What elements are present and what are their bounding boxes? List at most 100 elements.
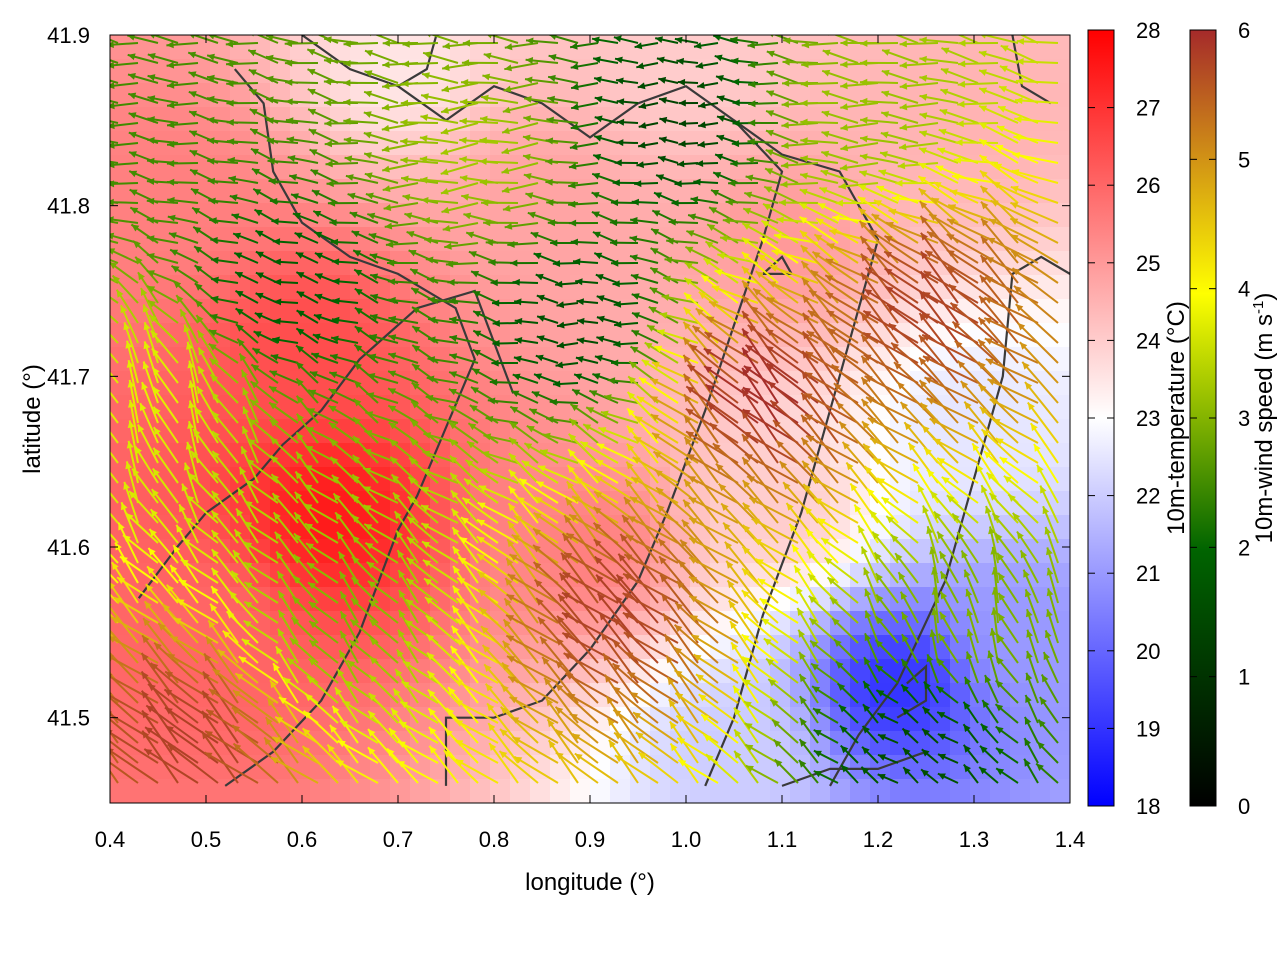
temperature-cell bbox=[950, 587, 971, 612]
temperature-cell bbox=[650, 611, 671, 636]
wind-vector bbox=[938, 128, 979, 144]
temperature-cell bbox=[230, 59, 251, 84]
temperature-cell bbox=[770, 755, 791, 780]
temperature-cell bbox=[750, 251, 771, 276]
temperature-cell bbox=[710, 563, 731, 588]
temperature-cell bbox=[1050, 251, 1070, 276]
temperature-cell bbox=[1030, 107, 1051, 132]
wind-vector bbox=[343, 60, 379, 67]
wind-vector bbox=[781, 121, 819, 129]
temperature-cell bbox=[670, 179, 691, 204]
temperature-cell bbox=[510, 779, 531, 803]
wind-vector bbox=[634, 42, 659, 50]
temperature-cell bbox=[170, 203, 191, 228]
temperature-cell bbox=[1010, 659, 1031, 684]
temperature-cell bbox=[530, 275, 551, 300]
temperature-cell bbox=[970, 707, 991, 732]
wind-vector bbox=[860, 116, 899, 124]
temperature-cell bbox=[110, 179, 131, 204]
wind-vector bbox=[591, 36, 619, 44]
temperature-cell bbox=[750, 779, 771, 803]
temperature-cell bbox=[850, 779, 871, 803]
temperature-cell bbox=[1030, 683, 1051, 708]
wind-vector bbox=[593, 76, 619, 84]
temperature-cell bbox=[110, 203, 131, 228]
wind-vector bbox=[547, 95, 579, 104]
temperature-cell bbox=[530, 779, 551, 803]
temperature-cell bbox=[450, 395, 471, 420]
temperature-cell bbox=[1030, 59, 1051, 84]
temperature-cell bbox=[630, 371, 651, 396]
temperature-cell bbox=[990, 731, 1011, 756]
temperature-cell bbox=[1010, 443, 1031, 468]
temperature-cell bbox=[250, 779, 271, 803]
terrain-contour bbox=[301, 35, 438, 88]
terrain-contour bbox=[137, 289, 515, 599]
wind-vector bbox=[400, 118, 439, 126]
wind-vector bbox=[978, 69, 1019, 84]
temperature-cell bbox=[750, 179, 771, 204]
temperature-cell bbox=[630, 443, 651, 468]
temperature-cell bbox=[430, 131, 451, 156]
wind-vector bbox=[570, 82, 599, 91]
wind-vector bbox=[594, 95, 619, 104]
wind-vector bbox=[344, 155, 379, 164]
temperature-cell bbox=[510, 227, 531, 252]
temperature-cell bbox=[970, 491, 991, 516]
temperature-cell bbox=[950, 779, 971, 803]
wind-vector bbox=[546, 116, 579, 124]
wind-vector bbox=[226, 138, 259, 145]
temperature-cell bbox=[910, 59, 931, 84]
temperature-cell bbox=[430, 203, 451, 228]
temperature-cell bbox=[250, 587, 271, 612]
temperature-cell bbox=[610, 59, 631, 84]
wind-vector bbox=[324, 140, 359, 148]
wind-vector bbox=[110, 59, 119, 64]
wind-vector bbox=[421, 72, 459, 84]
temperature-cell bbox=[430, 323, 451, 348]
colorbar-tick-label: 23 bbox=[1136, 406, 1160, 431]
terrain-contour bbox=[829, 255, 1070, 787]
temperature-cell bbox=[970, 347, 991, 372]
temperature-cell bbox=[490, 227, 511, 252]
temperature-cell bbox=[1030, 83, 1051, 108]
temperature-cell bbox=[370, 419, 391, 444]
temperature-cell bbox=[550, 131, 571, 156]
wind-vector bbox=[615, 77, 639, 85]
wind-vector bbox=[616, 139, 639, 147]
temperature-cell bbox=[570, 131, 591, 156]
wind-vector bbox=[545, 137, 579, 145]
temperature-cell bbox=[250, 515, 271, 540]
wind-vector bbox=[594, 115, 619, 124]
temperature-cell bbox=[290, 683, 311, 708]
wind-vector bbox=[919, 55, 959, 64]
wind-vector bbox=[226, 119, 259, 126]
temperature-cell bbox=[630, 107, 651, 132]
temperature-cell bbox=[550, 83, 571, 108]
temperature-cell bbox=[710, 83, 731, 108]
temperature-cell bbox=[1030, 251, 1051, 276]
x-tick-label: 1.1 bbox=[767, 827, 798, 852]
temperature-cell bbox=[610, 179, 631, 204]
temperature-cell bbox=[630, 779, 651, 803]
temperature-cell bbox=[170, 515, 191, 540]
wind-vector bbox=[659, 116, 679, 124]
temperature-cell bbox=[250, 227, 271, 252]
temperature-cell bbox=[330, 275, 351, 300]
temperature-cell bbox=[850, 491, 871, 516]
temperature-colorbar: 18 19 20 21 22 23 24 25 26 27 28 10m-temperature (… bbox=[1087, 18, 1190, 819]
colorbar-tick-label: 26 bbox=[1136, 173, 1160, 198]
colorbar-tick-label: 19 bbox=[1136, 716, 1160, 741]
wind-vector bbox=[919, 93, 959, 104]
colorbar-tick-label: 18 bbox=[1136, 794, 1160, 819]
temperature-cell bbox=[870, 35, 891, 60]
wind-vector bbox=[480, 94, 519, 104]
wind-vector bbox=[801, 61, 839, 68]
wind-vector bbox=[716, 115, 739, 124]
temperature-cell bbox=[910, 563, 931, 588]
temperature-cell bbox=[750, 659, 771, 684]
temperature-cell bbox=[730, 107, 751, 132]
temperature-cell bbox=[310, 443, 331, 468]
temperature-cell bbox=[770, 611, 791, 636]
temperature-cell bbox=[1050, 347, 1070, 372]
